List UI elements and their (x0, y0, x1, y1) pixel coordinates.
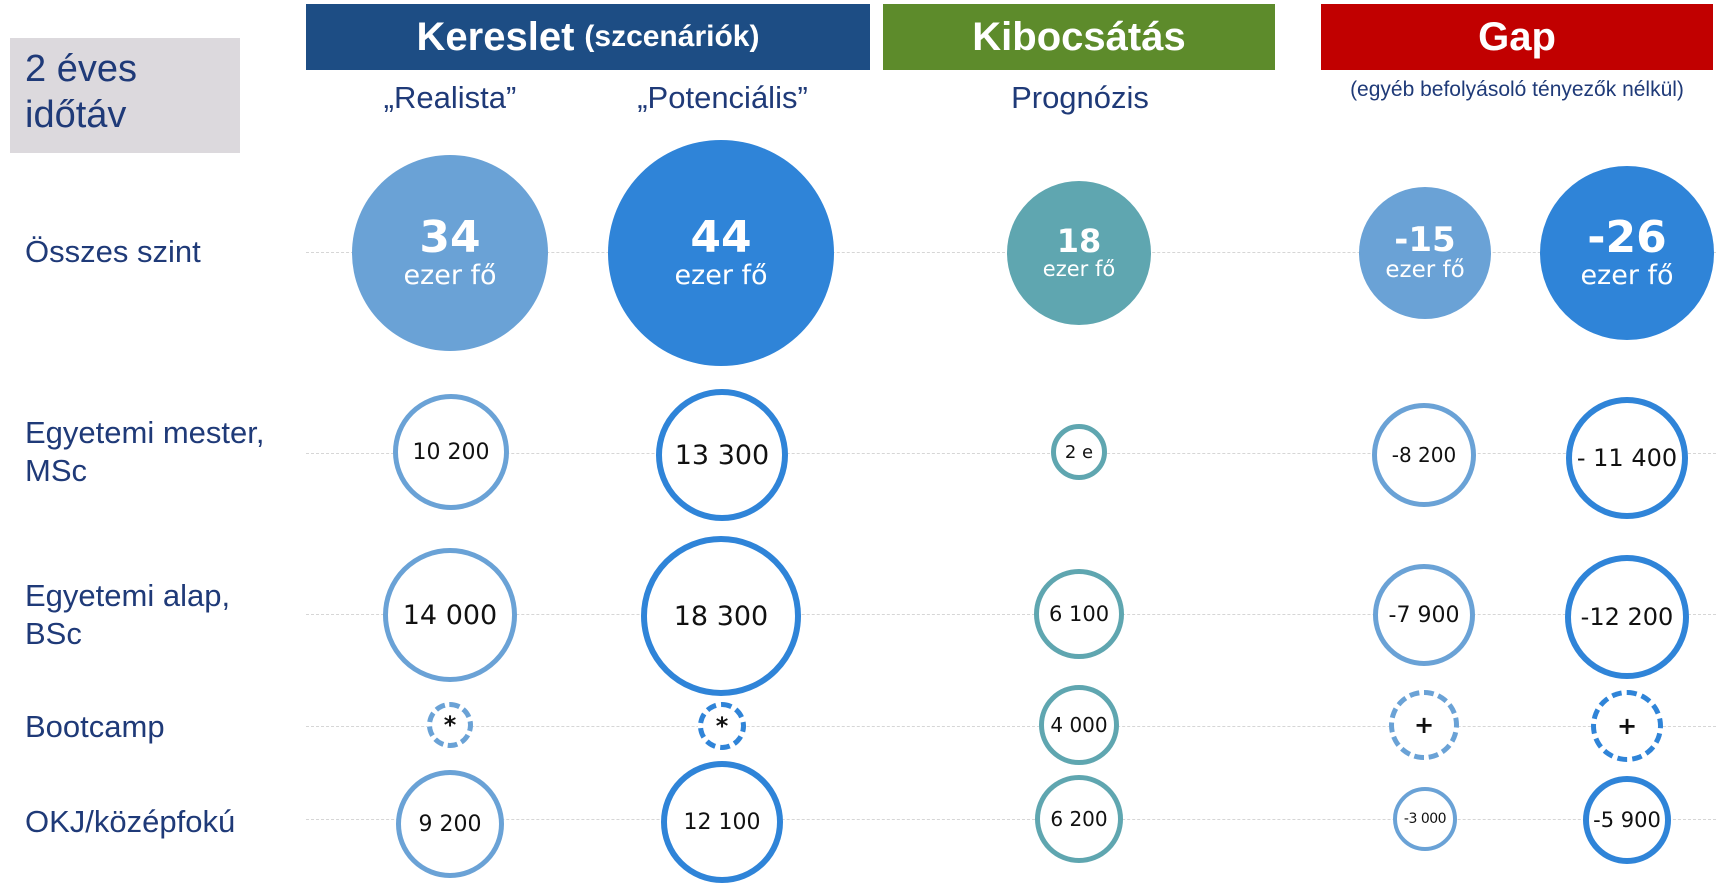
gap-header-title: Gap (1478, 14, 1556, 59)
row-label-bootcamp: Bootcamp (25, 708, 165, 746)
row-label-bsc: Egyetemi alap, BSc (25, 577, 230, 653)
bubble-bsc-forecast: 6 100 (1034, 569, 1124, 659)
row-label-bsc-line2: BSc (25, 616, 82, 651)
bubble-bsc-gap-realistic: -7 900 (1373, 564, 1475, 666)
bubble-msc-realistic: 10 200 (393, 394, 509, 510)
demand-header-subtitle: (szcenáriók) (584, 20, 760, 53)
demand-header-title: Kereslet (416, 14, 575, 59)
bubble-bsc-realistic: 14 000 (383, 548, 517, 682)
bubble-msc-gap-potential: - 11 400 (1566, 397, 1688, 519)
bubble-bootcamp-potential: * (698, 702, 746, 750)
row-label-okj: OKJ/középfokú (25, 803, 235, 841)
bubble-total-potential-unit: ezer fő (674, 260, 768, 292)
gap-header: Gap (1321, 4, 1713, 70)
bubble-total-realistic: 34 ezer fő (352, 155, 548, 351)
bubble-bootcamp-realistic: * (427, 702, 473, 748)
bubble-bootcamp-forecast-value: 4 000 (1050, 713, 1108, 737)
bubble-total-forecast: 18 ezer fő (1007, 181, 1151, 325)
bubble-bsc-forecast-value: 6 100 (1048, 602, 1110, 626)
bubble-total-gap-potential: -26 ezer fő (1540, 166, 1714, 340)
row-label-msc: Egyetemi mester, MSc (25, 414, 264, 490)
bubble-total-realistic-value: 34 (419, 212, 481, 264)
row-label-bootcamp-text: Bootcamp (25, 709, 165, 744)
bubble-okj-potential: 12 100 (661, 761, 783, 883)
row-label-bsc-line1: Egyetemi alap, (25, 578, 231, 613)
bubble-bsc-realistic-value: 14 000 (402, 599, 498, 631)
row-label-msc-line2: MSc (25, 453, 87, 488)
bubble-bootcamp-realistic-value: * (443, 711, 457, 739)
bubble-okj-gap-potential: -5 900 (1583, 776, 1671, 864)
timeframe-line1: 2 éves (25, 48, 137, 90)
bubble-msc-forecast-value: 2 e (1064, 441, 1094, 463)
row-label-msc-line1: Egyetemi mester, (25, 415, 265, 450)
guide-line-bootcamp (306, 726, 1716, 727)
bubble-bsc-gap-potential: -12 200 (1565, 555, 1689, 679)
bubble-okj-gap-realistic: -3 000 (1393, 787, 1457, 851)
row-label-okj-text: OKJ/középfokú (25, 804, 236, 839)
bubble-total-gap-realistic: -15 ezer fő (1359, 187, 1491, 319)
column-realistic: „Realista” (383, 80, 517, 115)
supply-header-title: Kibocsátás (972, 14, 1186, 59)
bubble-okj-gap-realistic-value: -3 000 (1403, 811, 1447, 827)
bubble-total-gap-potential-value: -26 (1587, 212, 1667, 264)
bubble-msc-potential-value: 13 300 (674, 439, 770, 471)
bubble-total-potential: 44 ezer fő (608, 140, 834, 366)
column-potential: „Potenciális” (637, 80, 808, 115)
bubble-okj-realistic: 9 200 (396, 770, 504, 878)
bubble-okj-forecast-value: 6 200 (1050, 807, 1108, 831)
bubble-msc-potential: 13 300 (656, 389, 788, 521)
bubble-bootcamp-gap-realistic: + (1389, 690, 1459, 760)
bubble-okj-gap-potential-value: -5 900 (1593, 808, 1661, 832)
bubble-msc-forecast: 2 e (1051, 424, 1107, 480)
timeframe-line2: időtáv (25, 94, 127, 136)
bubble-bootcamp-gap-realistic-value: + (1413, 711, 1435, 739)
demand-header: Kereslet (szcenáriók) (306, 4, 870, 70)
guide-line-bsc (306, 614, 1716, 615)
bubble-bsc-potential: 18 300 (641, 536, 801, 696)
bubble-total-gap-realistic-unit: ezer fő (1385, 257, 1465, 284)
bubble-total-gap-realistic-value: -15 (1394, 219, 1456, 260)
guide-line-msc (306, 453, 1716, 454)
bubble-total-potential-value: 44 (690, 212, 752, 264)
bubble-msc-gap-realistic: -8 200 (1372, 403, 1476, 507)
row-label-total: Összes szint (25, 233, 201, 271)
bubble-total-forecast-unit: ezer fő (1042, 257, 1116, 282)
gap-note: (egyéb befolyásoló tényezők nélkül) (1350, 78, 1684, 101)
timeframe-box: 2 éves időtáv (10, 38, 240, 153)
bubble-total-realistic-unit: ezer fő (403, 260, 497, 292)
bubble-bootcamp-gap-potential-value: + (1616, 712, 1638, 740)
bubble-bsc-gap-potential-value: -12 200 (1580, 603, 1674, 631)
supply-header: Kibocsátás (883, 4, 1275, 70)
bubble-total-gap-potential-unit: ezer fő (1580, 260, 1674, 292)
bubble-bootcamp-forecast: 4 000 (1039, 685, 1119, 765)
bubble-msc-gap-potential-value: - 11 400 (1576, 444, 1678, 472)
bubble-msc-gap-realistic-value: -8 200 (1391, 443, 1457, 467)
bubble-bootcamp-potential-value: * (715, 712, 729, 740)
bubble-okj-realistic-value: 9 200 (418, 811, 482, 837)
bubble-okj-forecast: 6 200 (1035, 775, 1123, 863)
bubble-bootcamp-gap-potential: + (1591, 690, 1663, 762)
bubble-msc-realistic-value: 10 200 (412, 439, 490, 465)
bubble-bsc-potential-value: 18 300 (673, 600, 769, 632)
column-forecast: Prognózis (1011, 80, 1149, 115)
bubble-okj-potential-value: 12 100 (683, 809, 761, 835)
bubble-total-forecast-value: 18 (1056, 221, 1102, 260)
guide-line-okj (306, 819, 1716, 820)
row-label-total-text: Összes szint (25, 234, 201, 269)
bubble-bsc-gap-realistic-value: -7 900 (1388, 602, 1460, 628)
